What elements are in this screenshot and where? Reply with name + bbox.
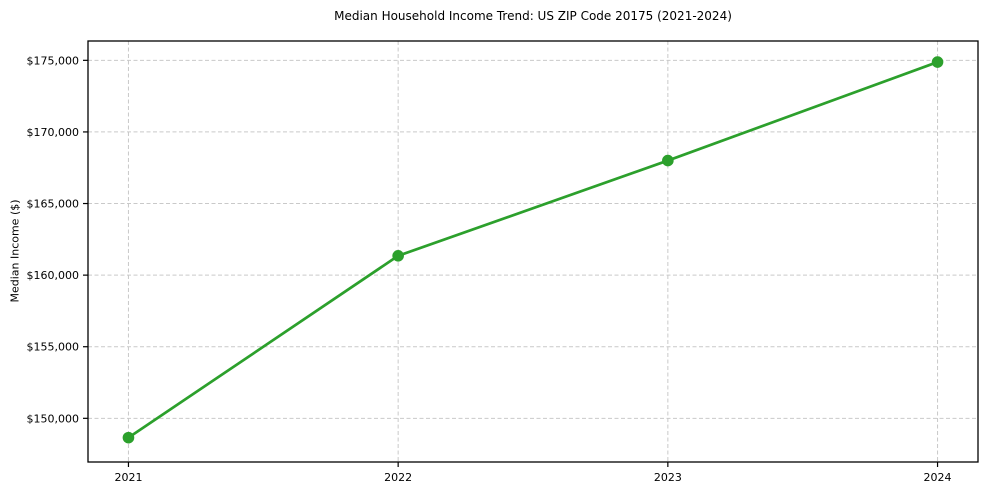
x-tick-label: 2022: [384, 471, 412, 484]
y-tick-label: $175,000: [27, 54, 80, 67]
y-tick-label: $150,000: [27, 412, 80, 425]
x-tick-label: 2024: [924, 471, 952, 484]
x-tick-label: 2021: [114, 471, 142, 484]
data-point: [122, 431, 135, 444]
y-tick-label: $155,000: [27, 341, 80, 354]
chart-title: Median Household Income Trend: US ZIP Co…: [334, 9, 732, 23]
y-tick-label: $160,000: [27, 269, 80, 282]
plot-border: [87, 40, 979, 463]
data-point: [392, 249, 404, 262]
y-tick-label: $170,000: [27, 126, 80, 139]
x-tick-label: 2023: [654, 471, 682, 484]
data-line: [127, 60, 939, 440]
data-point: [662, 154, 674, 167]
y-tick-label: $165,000: [27, 198, 80, 211]
data-point: [931, 56, 944, 68]
